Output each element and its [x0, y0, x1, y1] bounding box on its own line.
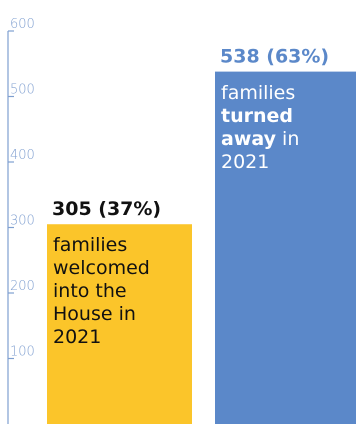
bar-welcomed — [47, 224, 192, 424]
description-text: in 2021 — [221, 127, 300, 173]
y-tick-label: 400 — [10, 148, 35, 163]
description-text: families — [221, 81, 296, 104]
bar-description-turned-away: families turned away in 2021 — [221, 82, 350, 174]
y-tick-label: 100 — [10, 345, 35, 360]
y-tick-label: 600 — [10, 17, 35, 32]
value-label-turned-away: 538 (63%) — [220, 46, 329, 68]
y-tick-label: 300 — [10, 214, 35, 229]
description-text: families welcomed into the House in 2021 — [53, 234, 150, 349]
bars — [47, 71, 356, 424]
value-label-welcomed: 305 (37%) — [52, 198, 161, 220]
bar-turned-away — [215, 71, 356, 424]
y-tick-label: 500 — [10, 83, 35, 98]
description-text: turned away — [221, 104, 293, 150]
y-axis: 100 200 300 400 500 600 — [7, 17, 35, 424]
bar-description-welcomed: families welcomed into the House in 2021 — [53, 234, 186, 349]
y-tick-label: 200 — [10, 279, 35, 294]
value-labels: 305 (37%) 538 (63%) — [52, 46, 329, 221]
